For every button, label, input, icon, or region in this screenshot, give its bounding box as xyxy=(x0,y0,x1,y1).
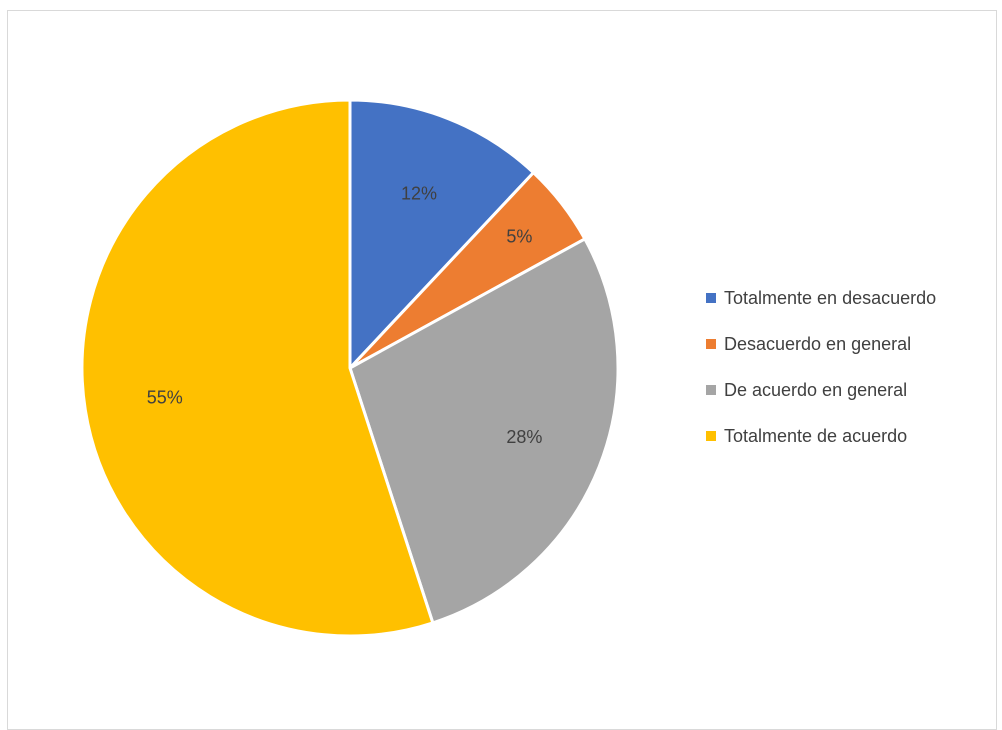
data-label-de-acuerdo-en-general: 28% xyxy=(506,427,542,447)
legend-label: Totalmente de acuerdo xyxy=(724,426,907,447)
legend-label: Desacuerdo en general xyxy=(724,334,911,355)
legend-swatch xyxy=(706,339,716,349)
legend-item-desacuerdo-en-general: Desacuerdo en general xyxy=(706,332,936,356)
legend-item-totalmente-de-acuerdo: Totalmente de acuerdo xyxy=(706,424,936,448)
legend-swatch xyxy=(706,385,716,395)
legend-label: De acuerdo en general xyxy=(724,380,907,401)
legend: Totalmente en desacuerdo Desacuerdo en g… xyxy=(706,286,936,470)
pie-slices xyxy=(82,100,618,636)
data-label-desacuerdo-en-general: 5% xyxy=(506,227,532,247)
legend-item-de-acuerdo-en-general: De acuerdo en general xyxy=(706,378,936,402)
legend-swatch xyxy=(706,293,716,303)
data-label-totalmente-de-acuerdo: 55% xyxy=(147,387,183,407)
legend-swatch xyxy=(706,431,716,441)
legend-item-totalmente-en-desacuerdo: Totalmente en desacuerdo xyxy=(706,286,936,310)
legend-label: Totalmente en desacuerdo xyxy=(724,288,936,309)
data-label-totalmente-en-desacuerdo: 12% xyxy=(401,184,437,204)
